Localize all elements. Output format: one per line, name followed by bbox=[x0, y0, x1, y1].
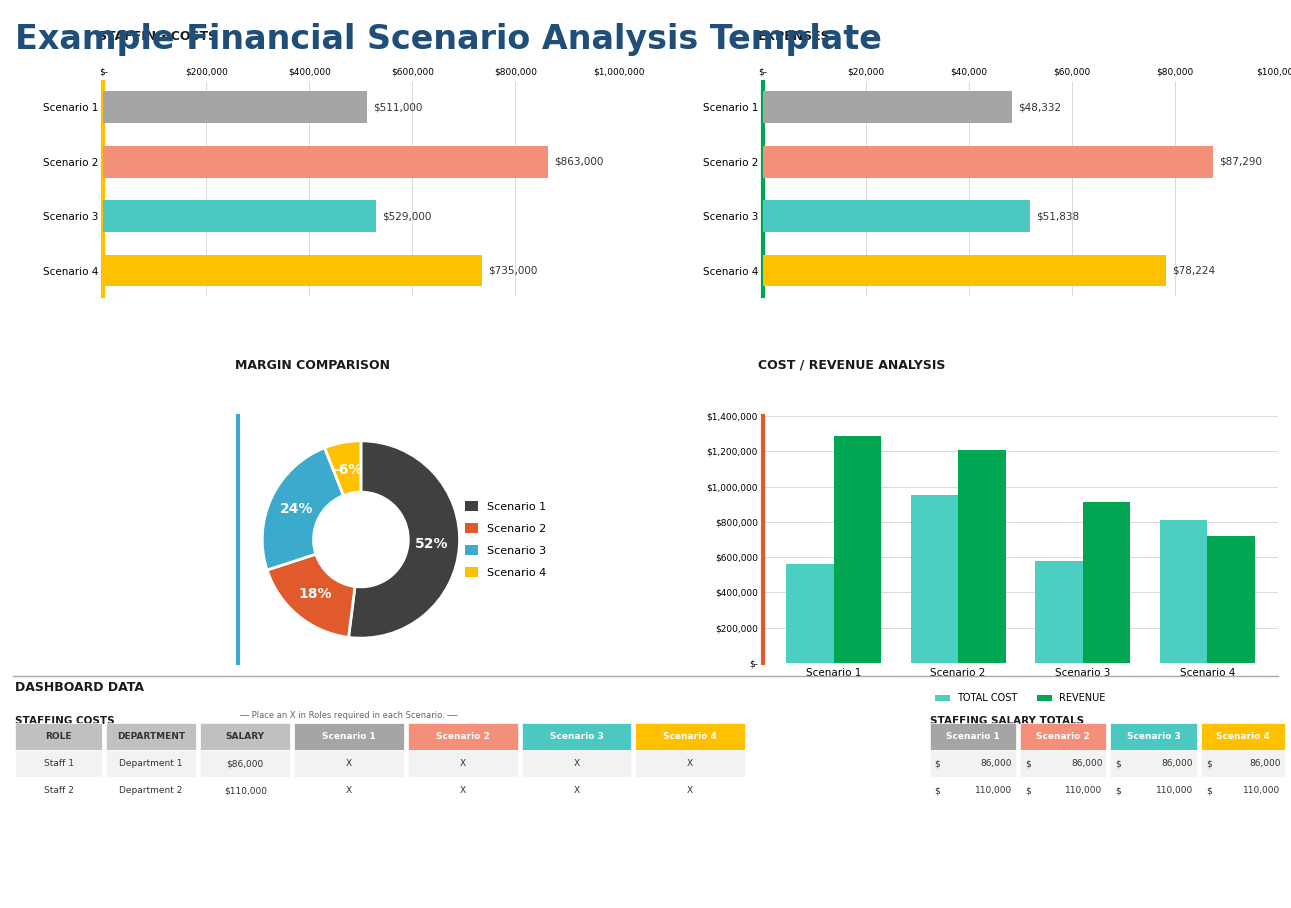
Text: X: X bbox=[346, 786, 352, 795]
Text: $48,332: $48,332 bbox=[1019, 103, 1061, 113]
Text: $: $ bbox=[1025, 759, 1030, 768]
Point bbox=[755, 156, 771, 167]
Text: X: X bbox=[346, 759, 352, 768]
Bar bbox=[958, 449, 1006, 663]
Text: SALARY: SALARY bbox=[226, 732, 265, 741]
Point bbox=[96, 102, 111, 113]
Point bbox=[826, 657, 842, 668]
Text: $: $ bbox=[935, 786, 940, 795]
Text: $511,000: $511,000 bbox=[373, 103, 422, 113]
Bar bbox=[103, 92, 367, 123]
Bar bbox=[1035, 560, 1083, 663]
Text: $: $ bbox=[1115, 759, 1121, 768]
Wedge shape bbox=[324, 440, 361, 496]
Text: X: X bbox=[460, 786, 466, 795]
Text: $51,838: $51,838 bbox=[1037, 212, 1079, 222]
Text: 24%: 24% bbox=[280, 502, 314, 517]
Text: X: X bbox=[687, 786, 693, 795]
Text: $: $ bbox=[935, 759, 940, 768]
Text: Scenario 4: Scenario 4 bbox=[1216, 732, 1269, 741]
Text: STAFFING SALARY TOTALS: STAFFING SALARY TOTALS bbox=[930, 716, 1083, 725]
Text: Example Financial Scenario Analysis Template: Example Financial Scenario Analysis Temp… bbox=[15, 23, 882, 55]
Text: $: $ bbox=[1115, 786, 1121, 795]
Bar bbox=[1207, 536, 1255, 663]
Point bbox=[354, 435, 369, 446]
Bar bbox=[103, 146, 547, 178]
Text: 110,000: 110,000 bbox=[975, 786, 1012, 795]
Wedge shape bbox=[349, 440, 460, 638]
Text: $: $ bbox=[1206, 786, 1211, 795]
Bar bbox=[103, 201, 376, 232]
Text: DASHBOARD DATA: DASHBOARD DATA bbox=[15, 681, 145, 694]
Bar bbox=[763, 201, 1030, 232]
Text: DEPARTMENT: DEPARTMENT bbox=[117, 732, 185, 741]
Legend: Scenario 1, Scenario 2, Scenario 3, Scenario 4: Scenario 1, Scenario 2, Scenario 3, Scen… bbox=[460, 497, 550, 582]
Text: X: X bbox=[573, 786, 580, 795]
Text: $: $ bbox=[1206, 759, 1211, 768]
Text: $863,000: $863,000 bbox=[554, 157, 603, 167]
Text: EXPENSES: EXPENSES bbox=[758, 30, 830, 43]
Text: Staff 1: Staff 1 bbox=[44, 759, 74, 768]
Legend: TOTAL COST, REVENUE: TOTAL COST, REVENUE bbox=[931, 689, 1110, 707]
Text: $78,224: $78,224 bbox=[1172, 266, 1215, 276]
Wedge shape bbox=[267, 554, 355, 637]
Text: $87,290: $87,290 bbox=[1219, 157, 1261, 167]
Text: Scenario 1: Scenario 1 bbox=[323, 732, 376, 741]
Bar bbox=[103, 255, 482, 287]
Text: $529,000: $529,000 bbox=[382, 212, 431, 222]
Text: MARGIN COMPARISON: MARGIN COMPARISON bbox=[235, 359, 390, 371]
Bar bbox=[1161, 520, 1207, 663]
Wedge shape bbox=[262, 448, 343, 570]
Text: Scenario 2: Scenario 2 bbox=[1037, 732, 1090, 741]
Text: $110,000: $110,000 bbox=[223, 786, 267, 795]
Text: ROLE: ROLE bbox=[45, 732, 72, 741]
Text: $735,000: $735,000 bbox=[488, 266, 537, 276]
Text: Scenario 3: Scenario 3 bbox=[550, 732, 603, 741]
Text: STAFFING COSTS: STAFFING COSTS bbox=[98, 30, 217, 43]
Text: X: X bbox=[687, 759, 693, 768]
Text: COST / REVENUE ANALYSIS: COST / REVENUE ANALYSIS bbox=[758, 359, 945, 371]
Bar bbox=[911, 496, 958, 663]
Point bbox=[826, 657, 842, 668]
Point bbox=[354, 534, 369, 545]
Bar bbox=[834, 436, 880, 663]
Text: 110,000: 110,000 bbox=[1243, 786, 1281, 795]
Text: ── Place an X in Roles required in each Scenario. ──: ── Place an X in Roles required in each … bbox=[239, 711, 457, 720]
Text: 86,000: 86,000 bbox=[1250, 759, 1281, 768]
Text: 18%: 18% bbox=[300, 587, 332, 601]
Text: X: X bbox=[573, 759, 580, 768]
Text: -6%: -6% bbox=[333, 463, 363, 477]
Point bbox=[96, 156, 111, 167]
Text: 52%: 52% bbox=[416, 537, 448, 551]
Bar bbox=[763, 146, 1212, 178]
Text: Staff 2: Staff 2 bbox=[44, 786, 74, 795]
Text: X: X bbox=[460, 759, 466, 768]
Text: Department 1: Department 1 bbox=[119, 759, 183, 768]
Text: 110,000: 110,000 bbox=[1155, 786, 1193, 795]
Text: $86,000: $86,000 bbox=[227, 759, 263, 768]
Bar bbox=[763, 92, 1012, 123]
Point bbox=[755, 102, 771, 113]
Text: Scenario 1: Scenario 1 bbox=[946, 732, 999, 741]
Text: 86,000: 86,000 bbox=[981, 759, 1012, 768]
Text: STAFFING COSTS: STAFFING COSTS bbox=[15, 716, 115, 725]
Text: 86,000: 86,000 bbox=[1072, 759, 1103, 768]
Bar bbox=[763, 255, 1166, 287]
Text: 86,000: 86,000 bbox=[1162, 759, 1193, 768]
Text: 110,000: 110,000 bbox=[1065, 786, 1103, 795]
Text: $: $ bbox=[1025, 786, 1030, 795]
Bar bbox=[1083, 502, 1130, 663]
Text: Scenario 4: Scenario 4 bbox=[664, 732, 717, 741]
Text: Scenario 3: Scenario 3 bbox=[1127, 732, 1180, 741]
Bar bbox=[786, 564, 834, 663]
Text: Department 2: Department 2 bbox=[119, 786, 183, 795]
Text: Scenario 2: Scenario 2 bbox=[436, 732, 489, 741]
